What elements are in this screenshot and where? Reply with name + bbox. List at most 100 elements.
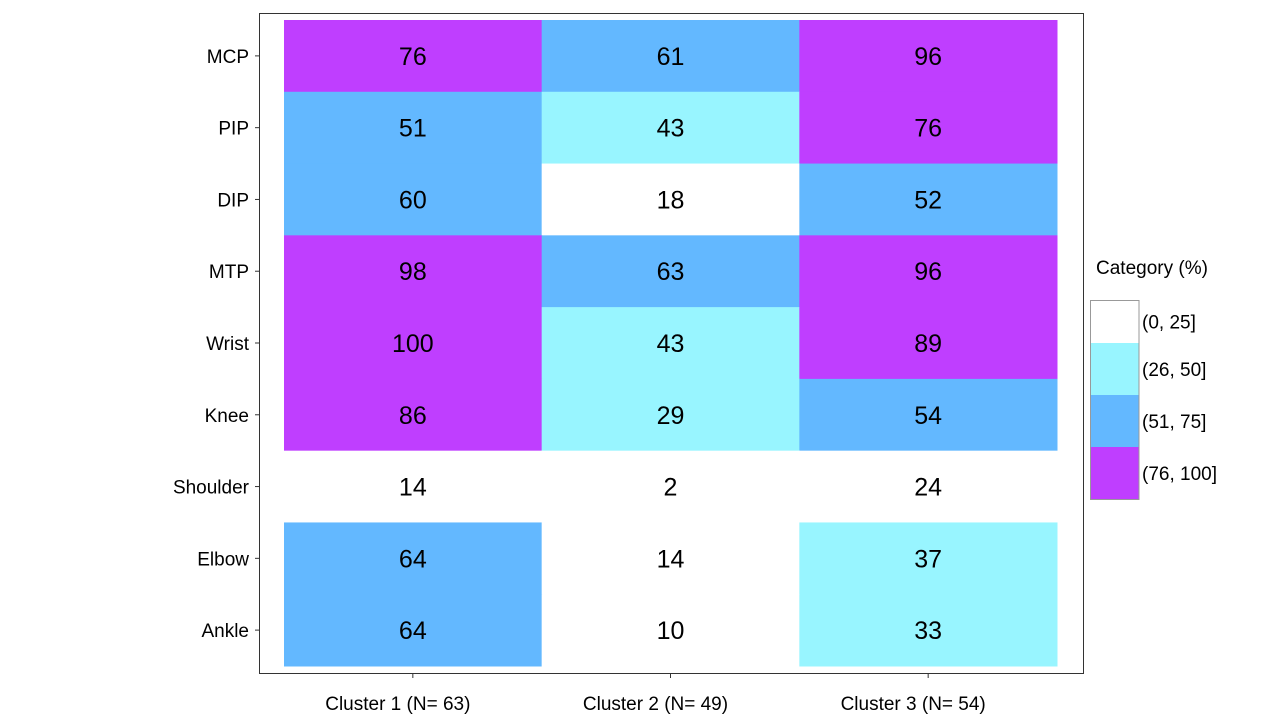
cell-value-label: 98 xyxy=(399,258,427,286)
cell-value-label: 54 xyxy=(914,402,942,430)
heatmap-cell: 96 xyxy=(799,235,1058,308)
cell-rect xyxy=(284,594,543,667)
cell-rect xyxy=(799,91,1058,165)
heatmap-cell: 96 xyxy=(799,20,1058,93)
heatmap-cell: 10 xyxy=(541,594,800,667)
legend-swatch xyxy=(1091,395,1139,447)
heatmap-cell: 37 xyxy=(799,522,1058,595)
cell-rect xyxy=(284,307,543,380)
heatmap-cell: 86 xyxy=(284,378,543,452)
heatmap-cell: 24 xyxy=(799,450,1058,523)
cell-value-label: 14 xyxy=(399,474,427,502)
heatmap-cell: 33 xyxy=(799,594,1058,667)
heatmap-cell: 61 xyxy=(541,20,800,93)
cell-rect xyxy=(541,450,800,523)
cell-value-label: 96 xyxy=(914,258,942,286)
cell-value-label: 64 xyxy=(399,545,427,573)
cell-rect xyxy=(541,307,800,380)
cell-rect xyxy=(799,594,1058,667)
heatmap-cell: 98 xyxy=(284,235,543,308)
legend-item: (26, 50] xyxy=(1091,343,1206,395)
cell-rect xyxy=(799,307,1058,380)
heatmap-cell: 2 xyxy=(541,450,800,523)
cell-value-label: 64 xyxy=(399,617,427,645)
heatmap-cell: 76 xyxy=(284,20,543,93)
x-tick-label: Cluster 2 (N= 49) xyxy=(583,694,728,715)
heatmap-cell: 100 xyxy=(284,307,543,380)
legend-item: (0, 25] xyxy=(1091,300,1196,343)
heatmap-cell: 43 xyxy=(541,91,800,165)
cell-rect xyxy=(284,163,543,236)
legend-swatch xyxy=(1091,343,1139,395)
cell-rect xyxy=(799,235,1058,308)
cell-value-label: 63 xyxy=(657,258,685,286)
cell-rect xyxy=(541,594,800,667)
y-tick-label: Ankle xyxy=(201,621,249,642)
y-tick-label: MCP xyxy=(207,47,249,68)
heatmap-cell: 54 xyxy=(799,378,1058,452)
cell-value-label: 96 xyxy=(914,43,942,71)
cell-value-label: 37 xyxy=(914,545,942,573)
y-tick-label: Knee xyxy=(205,406,249,427)
y-tick-label: Shoulder xyxy=(173,478,250,499)
cell-value-label: 2 xyxy=(664,474,678,502)
cell-rect xyxy=(799,20,1058,93)
cell-rect xyxy=(541,378,800,452)
legend: Category (%) (0, 25] (26, 50] (51, 75] (76,… xyxy=(1090,258,1217,500)
cell-value-label: 51 xyxy=(399,115,427,143)
cell-value-label: 52 xyxy=(914,186,942,214)
cell-value-label: 10 xyxy=(657,617,685,645)
cell-value-label: 24 xyxy=(914,474,942,502)
legend-label: (26, 50] xyxy=(1142,360,1206,381)
heatmap-cell: 64 xyxy=(284,522,543,595)
cell-value-label: 61 xyxy=(657,43,685,71)
heatmap-cell: 14 xyxy=(541,522,800,595)
heatmap-cell: 52 xyxy=(799,163,1058,236)
cell-value-label: 60 xyxy=(399,186,427,214)
heatmap-cell: 51 xyxy=(284,91,543,165)
legend-swatch xyxy=(1091,300,1139,343)
cell-rect xyxy=(799,522,1058,595)
cell-rect xyxy=(284,91,543,165)
cell-value-label: 76 xyxy=(914,115,942,143)
cell-rect xyxy=(541,91,800,165)
legend-item: (51, 75] xyxy=(1091,395,1206,447)
cell-value-label: 100 xyxy=(392,330,434,358)
heatmap-cell: 14 xyxy=(284,450,543,523)
heatmap-cell: 29 xyxy=(541,378,800,452)
cell-rect xyxy=(799,450,1058,523)
legend-item: (76, 100] xyxy=(1091,447,1217,499)
cell-rect xyxy=(284,20,543,93)
y-tick-label: Wrist xyxy=(206,334,250,355)
cell-value-label: 29 xyxy=(657,402,685,430)
legend-label: (76, 100] xyxy=(1142,464,1217,485)
cell-rect xyxy=(284,450,543,523)
cell-rect xyxy=(799,378,1058,452)
y-tick-label: PIP xyxy=(218,119,249,140)
cell-value-label: 18 xyxy=(657,186,685,214)
cell-value-label: 14 xyxy=(657,545,685,573)
cell-value-label: 33 xyxy=(914,617,942,645)
cell-rect xyxy=(799,163,1058,236)
cell-value-label: 86 xyxy=(399,402,427,430)
heatmap-cell: 18 xyxy=(541,163,800,236)
cell-rect xyxy=(541,522,800,595)
heatmap-cell: 64 xyxy=(284,594,543,667)
legend-label: (51, 75] xyxy=(1142,412,1206,433)
cell-value-label: 89 xyxy=(914,330,942,358)
cell-rect xyxy=(284,378,543,452)
legend-title: Category (%) xyxy=(1096,258,1208,279)
cell-value-label: 43 xyxy=(657,330,685,358)
heatmap-cell: 63 xyxy=(541,235,800,308)
cell-rect xyxy=(284,522,543,595)
x-tick-label: Cluster 1 (N= 63) xyxy=(325,694,470,715)
y-tick-label: MTP xyxy=(209,262,249,283)
cell-rect xyxy=(284,235,543,308)
heatmap-cell: 89 xyxy=(799,307,1058,380)
cell-rect xyxy=(541,235,800,308)
heatmap-cell: 43 xyxy=(541,307,800,380)
cell-rect xyxy=(541,20,800,93)
y-tick-label: DIP xyxy=(217,190,249,211)
legend-swatch xyxy=(1091,447,1139,499)
